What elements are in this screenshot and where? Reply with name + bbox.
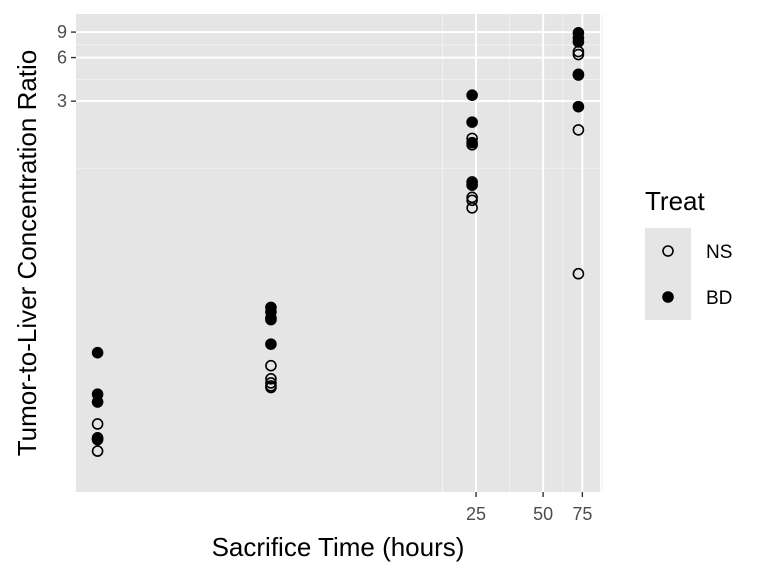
legend: Treat NS BD bbox=[645, 186, 732, 320]
y-axis-title: Tumor-to-Liver Concentration Ratio bbox=[12, 50, 42, 457]
x-axis-title: Sacrifice Time (hours) bbox=[212, 532, 465, 562]
point-ns bbox=[265, 381, 277, 394]
legend-title: Treat bbox=[645, 186, 705, 216]
legend-label-bd: BD bbox=[706, 288, 732, 309]
point-bd bbox=[91, 346, 104, 359]
point-bd bbox=[91, 396, 104, 408]
point-ns bbox=[91, 418, 104, 430]
point-bd bbox=[572, 100, 585, 113]
point-bd bbox=[466, 116, 478, 128]
y-tick-label: 6 bbox=[57, 48, 67, 68]
point-bd bbox=[572, 36, 585, 48]
y-tick-label: 3 bbox=[57, 91, 67, 111]
point-ns bbox=[265, 377, 277, 389]
data-points bbox=[91, 26, 585, 457]
minor-gridlines bbox=[76, 14, 603, 492]
y-axis-ticks: 3 6 9 bbox=[57, 22, 76, 111]
point-bd bbox=[91, 432, 104, 444]
legend-key-background bbox=[645, 228, 691, 320]
point-ns bbox=[91, 445, 104, 457]
point-bd bbox=[572, 68, 585, 81]
point-bd bbox=[265, 338, 277, 350]
point-ns bbox=[466, 202, 478, 214]
point-bd bbox=[466, 179, 478, 191]
point-bd bbox=[466, 89, 478, 101]
plot-panel bbox=[76, 14, 600, 492]
legend-label-ns: NS bbox=[706, 242, 732, 263]
legend-key-bd bbox=[662, 291, 674, 303]
point-bd bbox=[265, 313, 277, 326]
x-tick-label: 50 bbox=[533, 504, 553, 524]
x-tick-label: 25 bbox=[466, 504, 486, 524]
legend-key-ns bbox=[662, 245, 674, 257]
point-ns bbox=[572, 124, 585, 136]
point-ns bbox=[265, 359, 277, 372]
point-ns bbox=[572, 48, 585, 61]
y-tick-label: 9 bbox=[57, 22, 67, 42]
point-ns bbox=[265, 372, 277, 385]
x-tick-label: 75 bbox=[572, 504, 592, 524]
point-ns bbox=[572, 267, 585, 280]
point-bd bbox=[466, 136, 478, 149]
x-axis-ticks: 25 50 75 bbox=[466, 492, 592, 524]
point-ns bbox=[466, 194, 478, 207]
